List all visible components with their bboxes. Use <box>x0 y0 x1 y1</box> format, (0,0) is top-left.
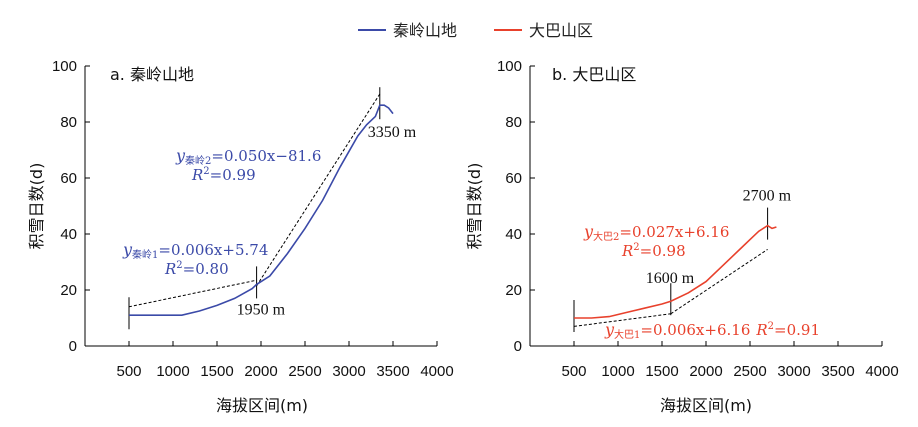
panel-title: a. 秦岭山地 <box>110 65 194 84</box>
x-tick-label: 4000 <box>865 363 898 380</box>
x-ticks: 500 1000 1500 2000 2500 3000 3500 4000 <box>561 341 899 380</box>
y-tick-label: 60 <box>60 170 77 187</box>
x-tick-label: 500 <box>116 363 141 380</box>
x-tick-label: 3500 <box>376 363 409 380</box>
chart-panel-b: 0 20 40 60 80 100 500 1000 1500 2000 2500 3000 3500… <box>465 58 899 415</box>
y-tick-label: 0 <box>514 338 522 355</box>
y-tick-label: 20 <box>60 282 77 299</box>
r2-lower: R2=0.80 <box>164 260 229 278</box>
equation-upper: y大巴2=0.027x+6.16 <box>583 222 729 243</box>
x-tick-label: 1500 <box>645 363 678 380</box>
x-tick-label: 2000 <box>244 363 277 380</box>
x-axis-title: 海拔区间(m) <box>216 396 308 415</box>
breakpoint-labels: 1950 m 3350 m <box>237 124 417 318</box>
legend: 秦岭山地 大巴山区 <box>358 21 593 40</box>
y-tick-label: 0 <box>69 338 77 355</box>
x-tick-label: 2500 <box>733 363 766 380</box>
breakpoint-label: 2700 m <box>743 188 792 205</box>
x-tick-label: 1000 <box>156 363 189 380</box>
breakpoint-label: 3350 m <box>368 124 417 141</box>
legend-label-qinling: 秦岭山地 <box>393 21 457 40</box>
y-tick-label: 20 <box>505 282 522 299</box>
y-tick-label: 40 <box>60 226 77 243</box>
series-line-daba <box>574 224 777 319</box>
y-tick-label: 100 <box>52 58 77 75</box>
fit-line <box>670 248 768 315</box>
chart-panel-a: 0 20 40 60 80 100 500 1000 1500 2000 2500 3000 3500… <box>27 58 454 415</box>
panel-title: b. 大巴山区 <box>552 65 636 84</box>
x-tick-label: 4000 <box>420 363 453 380</box>
r2-upper: R2=0.99 <box>191 166 256 184</box>
fit-line <box>128 279 257 308</box>
y-tick-label: 100 <box>497 58 522 75</box>
equation-upper: y秦岭2=0.050x−81.6 <box>175 146 321 167</box>
breakpoint-labels: 1600 m 2700 m <box>646 188 792 288</box>
fit-lines <box>573 248 768 327</box>
breakpoint-label: 1950 m <box>237 301 286 318</box>
x-tick-label: 500 <box>561 363 586 380</box>
equation-lower: y秦岭1=0.006x+5.74 <box>122 240 268 261</box>
y-axis-title: 积雪日数(d) <box>465 163 484 250</box>
y-tick-label: 60 <box>505 170 522 187</box>
x-tick-label: 3500 <box>821 363 854 380</box>
series-line-qinling <box>129 104 394 316</box>
x-tick-label: 2500 <box>288 363 321 380</box>
y-tick-label: 40 <box>505 226 522 243</box>
fit-line <box>256 93 381 287</box>
x-tick-label: 3000 <box>332 363 365 380</box>
breakpoint-marks <box>573 207 769 332</box>
r2-upper: R2=0.98 <box>621 242 686 260</box>
x-tick-label: 2000 <box>689 363 722 380</box>
y-axis-title: 积雪日数(d) <box>27 163 46 250</box>
breakpoint-label: 1600 m <box>646 270 695 287</box>
x-ticks: 500 1000 1500 2000 2500 3000 3500 4000 <box>116 341 454 380</box>
x-axis-title: 海拔区间(m) <box>660 396 752 415</box>
equation-lower: y大巴1=0.006x+6.16 R2=0.91 <box>604 320 820 341</box>
fit-line <box>573 313 671 327</box>
legend-label-daba: 大巴山区 <box>529 21 593 40</box>
y-tick-label: 80 <box>60 114 77 131</box>
y-ticks: 0 20 40 60 80 100 <box>52 58 90 355</box>
x-tick-label: 3000 <box>777 363 810 380</box>
x-tick-label: 1000 <box>601 363 634 380</box>
breakpoint-marks <box>128 87 381 330</box>
y-tick-label: 80 <box>505 114 522 131</box>
x-tick-label: 1500 <box>200 363 233 380</box>
fit-lines <box>128 93 381 308</box>
y-ticks: 0 20 40 60 80 100 <box>497 58 535 355</box>
